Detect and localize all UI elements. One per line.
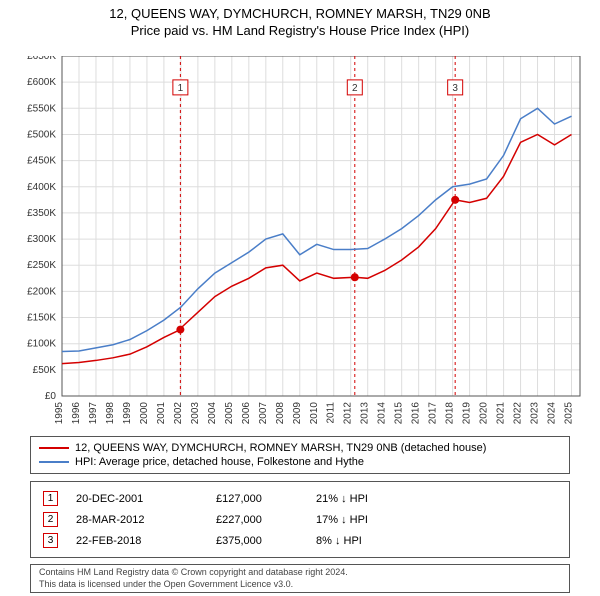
svg-text:£200K: £200K: [27, 286, 56, 297]
legend-swatch: [39, 447, 69, 449]
svg-text:2000: 2000: [139, 402, 150, 425]
legend-label: HPI: Average price, detached house, Folk…: [75, 456, 364, 468]
svg-text:1999: 1999: [122, 402, 133, 425]
marker-row: 3 22-FEB-2018£375,0008% ↓ HPI: [39, 530, 561, 551]
svg-text:2015: 2015: [394, 402, 405, 425]
svg-text:£650K: £650K: [27, 56, 56, 62]
svg-text:£550K: £550K: [27, 103, 56, 114]
svg-text:2001: 2001: [156, 402, 167, 425]
marker-delta: 21% ↓ HPI: [316, 493, 368, 505]
svg-text:2004: 2004: [207, 402, 218, 425]
marker-delta: 17% ↓ HPI: [316, 514, 368, 526]
svg-text:2020: 2020: [479, 402, 490, 425]
chart-subtitle: Price paid vs. HM Land Registry's House …: [0, 23, 600, 38]
marker-price: £127,000: [216, 493, 316, 505]
svg-text:2002: 2002: [173, 402, 184, 425]
svg-text:2017: 2017: [428, 402, 439, 425]
svg-text:2016: 2016: [411, 402, 422, 425]
marker-row: 1 20-DEC-2001£127,00021% ↓ HPI: [39, 488, 561, 509]
svg-text:£0: £0: [45, 391, 57, 402]
marker-row: 2 28-MAR-2012£227,00017% ↓ HPI: [39, 509, 561, 530]
marker-delta: 8% ↓ HPI: [316, 535, 362, 547]
svg-text:£100K: £100K: [27, 339, 56, 350]
svg-text:1995: 1995: [54, 402, 65, 425]
chart-svg: £0 £50K £100K £150K £200K £250K £300K £350K £400…: [10, 56, 590, 426]
svg-text:1996: 1996: [71, 402, 82, 425]
svg-text:2022: 2022: [513, 402, 524, 425]
svg-text:2021: 2021: [496, 402, 507, 425]
svg-text:2018: 2018: [445, 402, 456, 425]
svg-text:2005: 2005: [224, 402, 235, 425]
svg-text:2006: 2006: [241, 402, 252, 425]
svg-text:£50K: £50K: [33, 365, 57, 376]
marker-date: 28-MAR-2012: [76, 514, 216, 526]
chart-area: £0 £50K £100K £150K £200K £250K £300K £350K £400…: [10, 56, 590, 426]
marker-price: £375,000: [216, 535, 316, 547]
svg-text:1998: 1998: [105, 402, 116, 425]
marker-badge: 1: [43, 491, 58, 506]
svg-text:2012: 2012: [343, 402, 354, 425]
svg-text:2009: 2009: [292, 402, 303, 425]
svg-text:2013: 2013: [360, 402, 371, 425]
svg-text:2023: 2023: [530, 402, 541, 425]
legend-item: 12, QUEENS WAY, DYMCHURCH, ROMNEY MARSH,…: [39, 441, 561, 455]
legend-swatch: [39, 461, 69, 463]
svg-text:£600K: £600K: [27, 77, 56, 88]
marker-badge: 2: [43, 512, 58, 527]
svg-text:£350K: £350K: [27, 208, 56, 219]
marker-price: £227,000: [216, 514, 316, 526]
attribution-line: Contains HM Land Registry data © Crown c…: [39, 567, 561, 579]
svg-text:2003: 2003: [190, 402, 201, 425]
svg-text:2010: 2010: [309, 402, 320, 425]
svg-text:1: 1: [178, 83, 184, 94]
svg-text:2008: 2008: [275, 402, 286, 425]
svg-text:1997: 1997: [88, 402, 99, 425]
svg-text:3: 3: [452, 83, 458, 94]
attribution-line: This data is licensed under the Open Gov…: [39, 579, 561, 591]
svg-text:£500K: £500K: [27, 129, 56, 140]
svg-text:£450K: £450K: [27, 156, 56, 167]
attribution: Contains HM Land Registry data © Crown c…: [30, 564, 570, 593]
svg-text:£300K: £300K: [27, 234, 56, 245]
svg-text:2025: 2025: [564, 402, 575, 425]
legend-label: 12, QUEENS WAY, DYMCHURCH, ROMNEY MARSH,…: [75, 442, 486, 454]
svg-text:£250K: £250K: [27, 260, 56, 271]
legend-item: HPI: Average price, detached house, Folk…: [39, 455, 561, 469]
legend: 12, QUEENS WAY, DYMCHURCH, ROMNEY MARSH,…: [30, 436, 570, 474]
marker-badge: 3: [43, 533, 58, 548]
svg-text:2007: 2007: [258, 402, 269, 425]
svg-text:£400K: £400K: [27, 182, 56, 193]
svg-text:2014: 2014: [377, 402, 388, 425]
svg-text:2019: 2019: [462, 402, 473, 425]
svg-text:2: 2: [352, 83, 358, 94]
svg-text:2011: 2011: [326, 402, 337, 424]
sales-markers-table: 1 20-DEC-2001£127,00021% ↓ HPI 2 28-MAR-201…: [30, 481, 570, 558]
svg-text:2024: 2024: [547, 402, 558, 425]
svg-text:£150K: £150K: [27, 313, 56, 324]
chart-title: 12, QUEENS WAY, DYMCHURCH, ROMNEY MARSH,…: [0, 6, 600, 21]
marker-date: 22-FEB-2018: [76, 535, 216, 547]
marker-date: 20-DEC-2001: [76, 493, 216, 505]
